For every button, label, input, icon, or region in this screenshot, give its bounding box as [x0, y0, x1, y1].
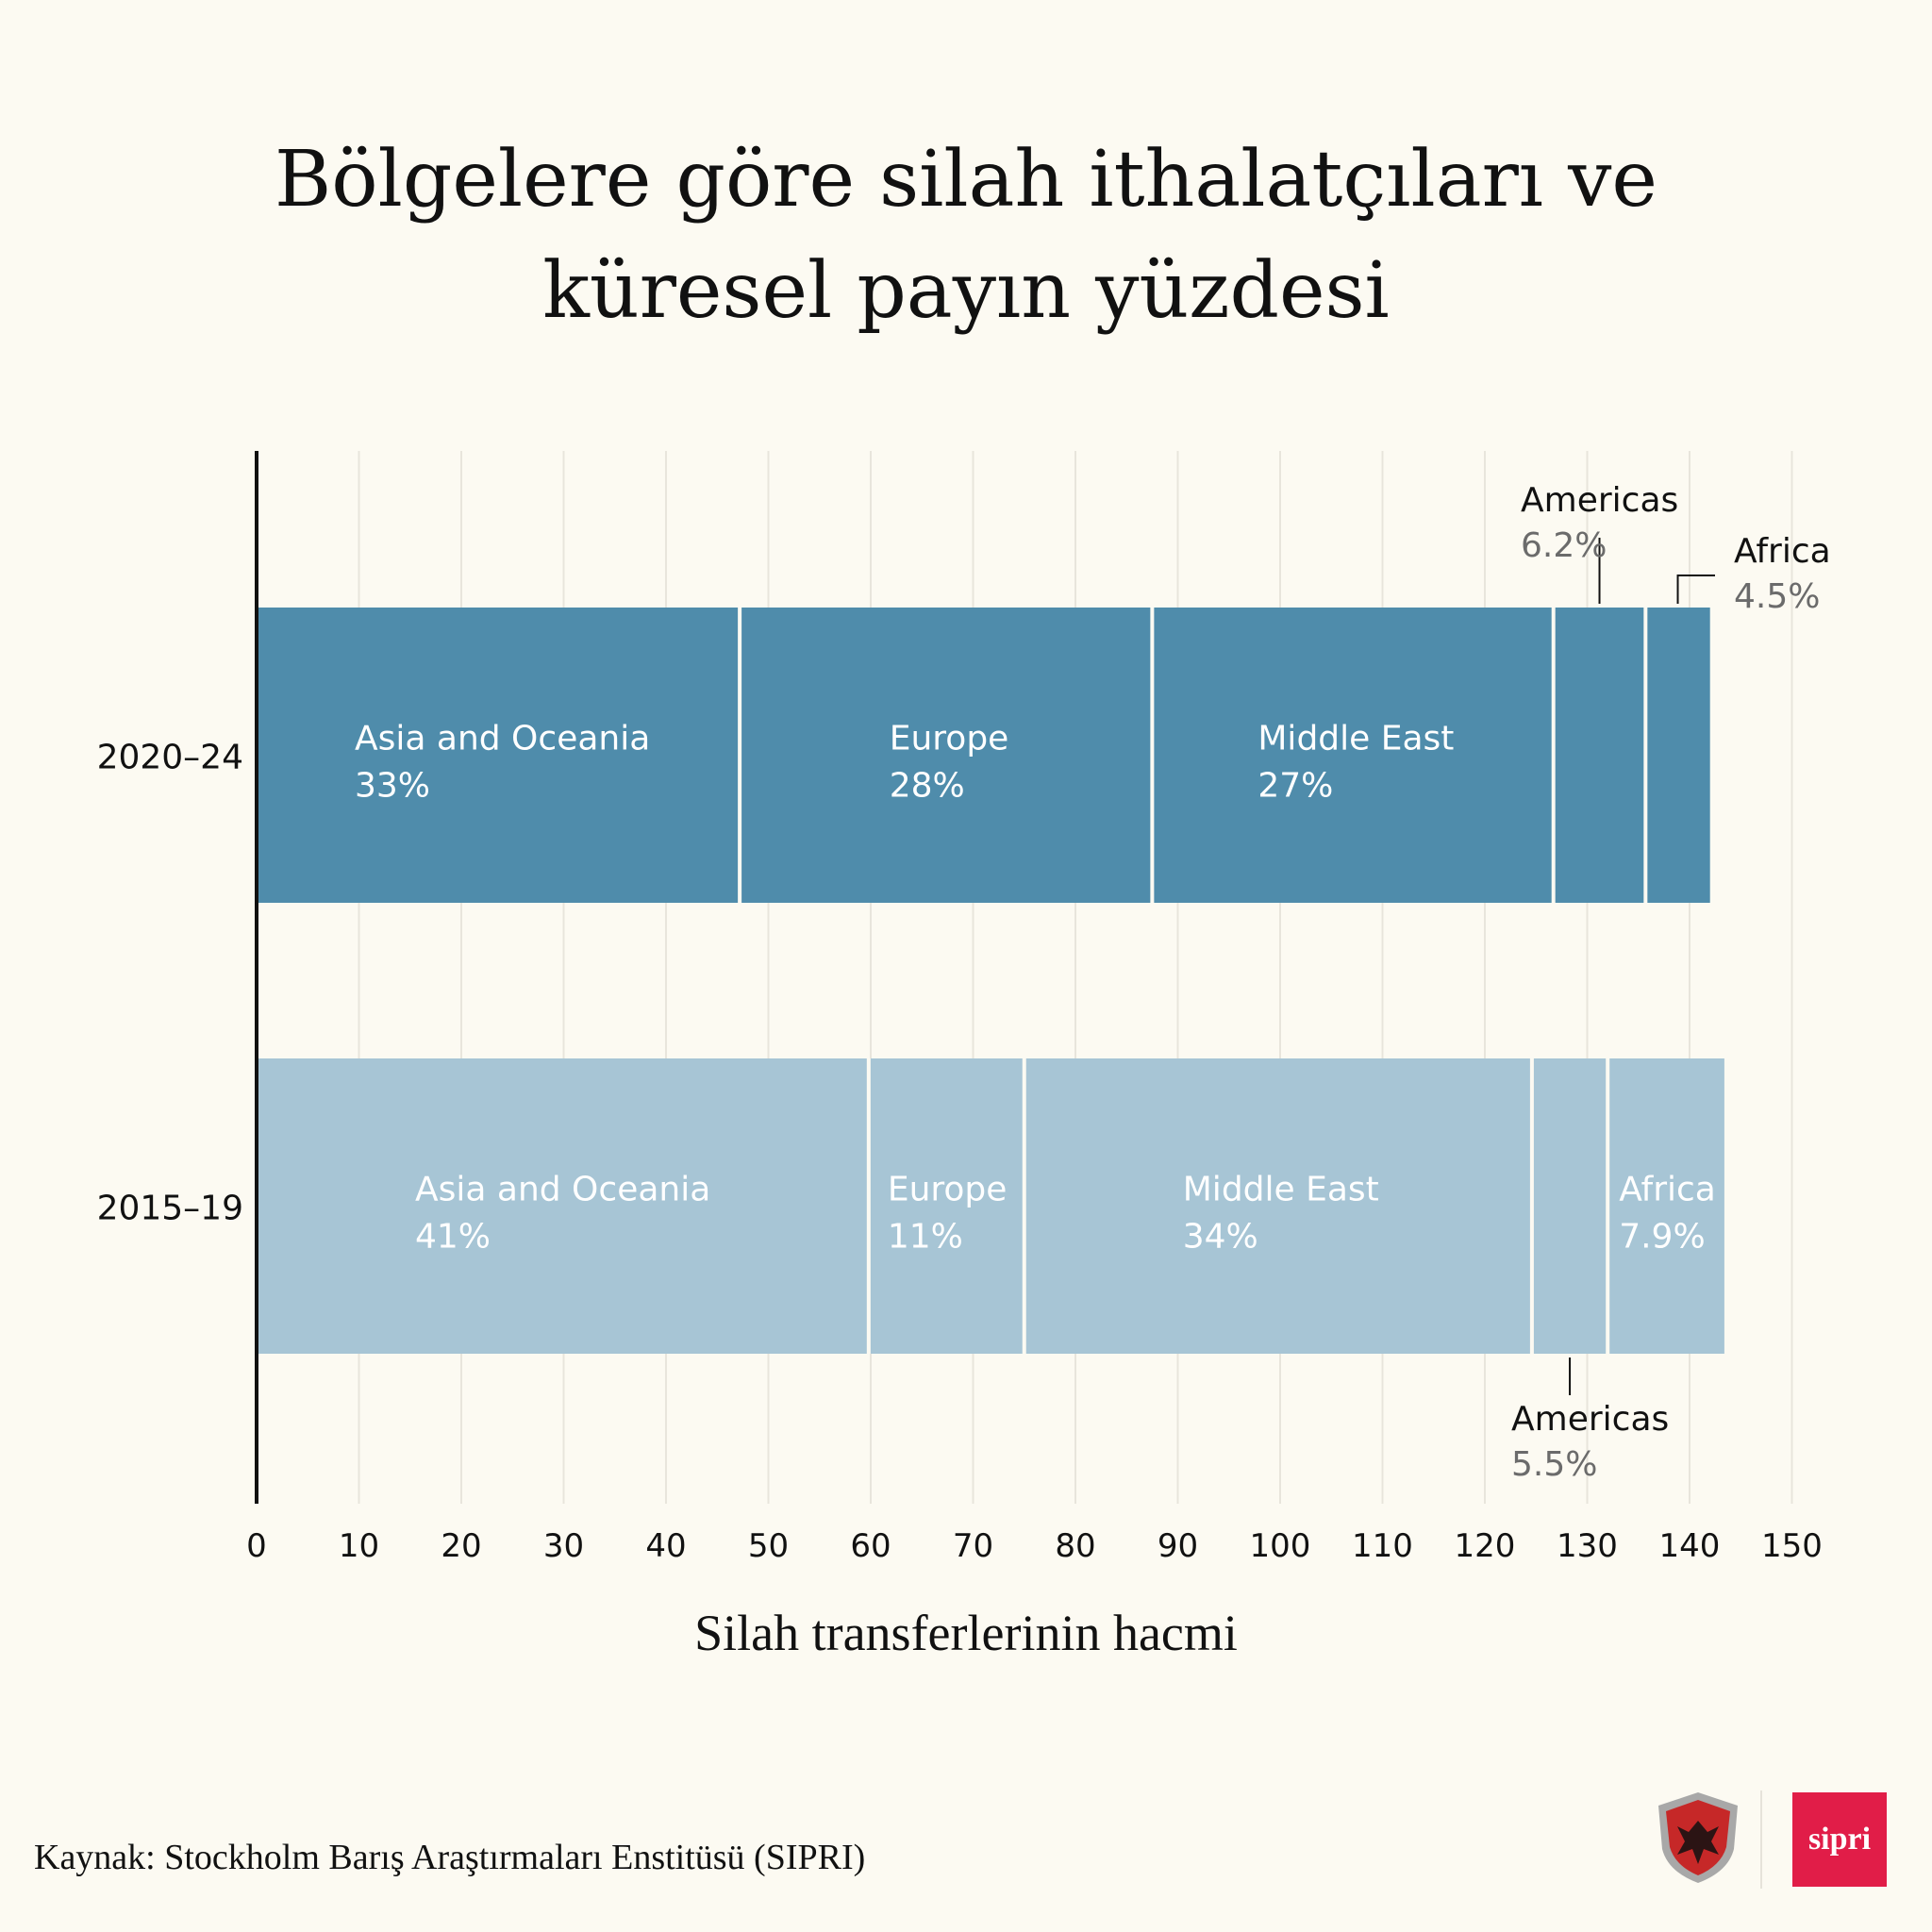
segment-region-label: Europe	[890, 720, 1009, 758]
x-tick-label: 0	[246, 1527, 267, 1565]
x-tick-label: 110	[1352, 1527, 1413, 1565]
callout-share-label: 6.2%	[1521, 526, 1607, 565]
x-tick-label: 10	[339, 1527, 379, 1565]
x-tick-label: 20	[441, 1527, 481, 1565]
x-tick-label: 70	[953, 1527, 993, 1565]
x-tick-label: 50	[748, 1527, 789, 1565]
sipri-logo: sipri	[1792, 1792, 1887, 1887]
x-tick-label: 140	[1659, 1527, 1721, 1565]
segment-region-label: Asia and Oceania	[415, 1171, 710, 1209]
x-tick-label: 120	[1455, 1527, 1516, 1565]
bar-segment	[257, 608, 741, 903]
x-axis-label: Silah transferlerinin hacmi	[694, 1605, 1238, 1661]
x-tick-label: 30	[543, 1527, 584, 1565]
bar-segment	[740, 608, 1153, 903]
x-tick-label: 100	[1250, 1527, 1311, 1565]
source-note: Kaynak: Stockholm Barış Araştırmaları En…	[34, 1838, 866, 1877]
callout-region-label: Americas	[1511, 1400, 1669, 1439]
callout-region-label: Africa	[1734, 532, 1831, 571]
segment-region-label: Middle East	[1183, 1171, 1379, 1209]
segment-region-label: Africa	[1619, 1171, 1716, 1209]
y-category-label: 2015–19	[97, 1190, 243, 1228]
segment-region-label: Europe	[888, 1171, 1008, 1209]
callout-share-label: 5.5%	[1511, 1445, 1597, 1484]
callout-region-label: Americas	[1521, 481, 1678, 520]
segment-region-label: Asia and Oceania	[355, 720, 650, 758]
bar-segment	[257, 1058, 869, 1354]
segment-share-label: 11%	[888, 1218, 963, 1257]
callout-leader	[1676, 575, 1715, 604]
x-tick-label: 150	[1761, 1527, 1823, 1565]
bar-segment	[1645, 608, 1710, 903]
segment-share-label: 34%	[1183, 1218, 1258, 1257]
stacked-bar-chart: 0 10 20 30 40 50 60 70 80 90 100 110 120 130 140 150 Asi…	[97, 451, 1831, 1565]
chart-title-line-1: Bölgelere göre silah ithalatçıları ve	[275, 135, 1657, 225]
bar-segment	[1531, 1058, 1608, 1354]
bar-segment	[1024, 1058, 1532, 1354]
x-tick-label: 60	[850, 1527, 891, 1565]
callout-share-label: 4.5%	[1734, 577, 1820, 616]
bar-segment	[1607, 1058, 1724, 1354]
segment-share-label: 7.9%	[1619, 1218, 1705, 1257]
x-tick-label: 40	[645, 1527, 686, 1565]
x-tick-label: 90	[1158, 1527, 1198, 1565]
segment-share-label: 27%	[1257, 767, 1333, 806]
segment-region-label: Middle East	[1257, 720, 1454, 758]
segment-share-label: 33%	[355, 767, 430, 806]
x-tick-label: 130	[1557, 1527, 1618, 1565]
segment-share-label: 28%	[890, 767, 965, 806]
bar-segment	[868, 1058, 1024, 1354]
x-tick-label: 80	[1055, 1527, 1095, 1565]
chart-title: Bölgelere göre silah ithalatçıları ve kü…	[0, 125, 1932, 347]
segment-share-label: 41%	[415, 1218, 491, 1257]
logo-divider	[1760, 1790, 1762, 1889]
bar-segment	[1553, 608, 1646, 903]
bar-segment	[1152, 608, 1554, 903]
defence-turk-logo-icon	[1658, 1792, 1738, 1883]
y-category-label: 2020–24	[97, 739, 243, 777]
chart-title-line-2: küresel payın yüzdesi	[542, 246, 1390, 336]
